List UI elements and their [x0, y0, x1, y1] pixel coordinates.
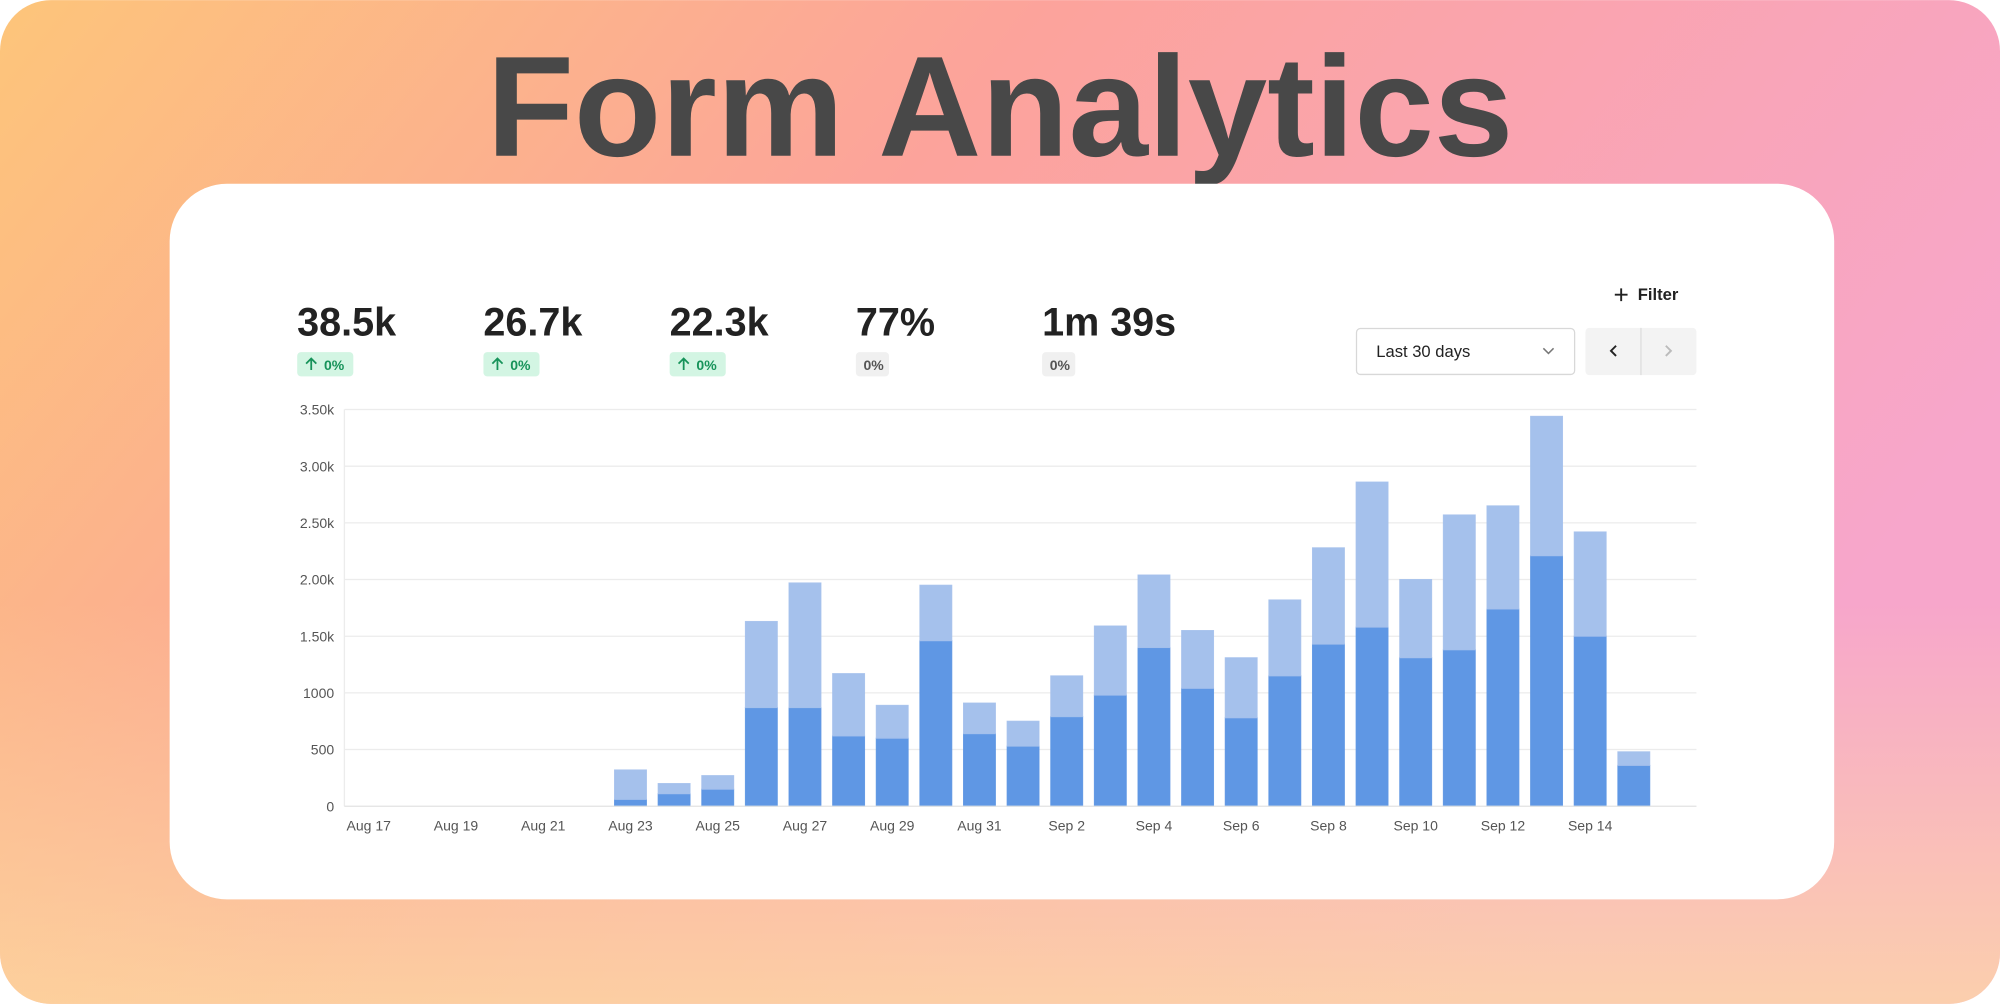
- bar-segment: [1530, 555, 1564, 807]
- bar-segment: [1050, 675, 1084, 718]
- bar-segment: [1268, 599, 1302, 677]
- dropdown-label: Last 30 days: [1376, 342, 1470, 361]
- bar-segment: [1181, 687, 1215, 807]
- bar-segment: [1050, 716, 1084, 807]
- bar-segment: [701, 775, 735, 790]
- y-tick-label: 3.50k: [300, 402, 335, 418]
- bar-segment: [1224, 657, 1258, 719]
- bar-segment: [832, 735, 866, 807]
- bar-segment: [701, 788, 735, 807]
- bar-segment: [1093, 694, 1127, 807]
- x-tick-label: Sep 4: [1136, 817, 1173, 833]
- dropdown-box: [1355, 327, 1576, 376]
- x-tick-label: Aug 17: [347, 817, 392, 833]
- bar-segment: [875, 737, 909, 807]
- next-button[interactable]: [1665, 345, 1673, 357]
- bar-segment: [788, 707, 822, 807]
- stat-change: 0%: [696, 357, 717, 373]
- bar-segment: [1573, 531, 1607, 637]
- y-tick-label: 0: [326, 798, 334, 814]
- page-title: Form Analytics: [487, 28, 1514, 187]
- stat-badge: [1042, 352, 1076, 377]
- bar-segment: [1573, 635, 1607, 807]
- bar-segment: [657, 783, 691, 795]
- x-tick-label: Sep 6: [1223, 817, 1260, 833]
- x-tick-label: Sep 10: [1393, 817, 1438, 833]
- bar-segment: [1442, 649, 1476, 807]
- bar-segment: [1006, 745, 1040, 807]
- bar-segment: [1399, 579, 1433, 659]
- up-arrow: [491, 357, 504, 370]
- stats: 38.5k 0% 26.7k 0% 22.3k 0% 77% 0% 1m 39s 0%: [297, 301, 1176, 377]
- x-tick-label: Aug 27: [783, 817, 828, 833]
- stat-value: 77%: [856, 301, 935, 345]
- x-tick-label: Sep 2: [1048, 817, 1085, 833]
- stat-value: 1m 39s: [1042, 301, 1176, 345]
- x-tick-label: Aug 29: [870, 817, 915, 833]
- chevron: [1542, 347, 1555, 355]
- bar-segment: [1442, 514, 1476, 651]
- bar-segment: [1268, 675, 1302, 807]
- chart: 0 500 1000 1.50k 2.00k 2.50k 3.00k 3.50k Aug 17 A…: [300, 402, 1697, 833]
- bar-segment: [1006, 720, 1040, 747]
- bar-segment: [657, 793, 691, 807]
- filter-button[interactable]: Filter: [1614, 285, 1679, 304]
- up-arrow: [677, 357, 690, 370]
- bar-segment: [963, 702, 996, 735]
- plus-icon: [1614, 288, 1628, 302]
- bar-segment: [919, 584, 953, 642]
- stat-change: 0%: [510, 357, 531, 373]
- x-tick-label: Aug 19: [434, 817, 479, 833]
- bar-segment: [963, 733, 996, 807]
- up-arrow: [305, 357, 317, 370]
- bar-segment: [919, 640, 953, 807]
- stat-change: 0%: [864, 357, 885, 373]
- x-tick-label: Sep 8: [1310, 817, 1347, 833]
- bar-segment: [1093, 625, 1127, 696]
- bar-segment: [1137, 647, 1171, 807]
- bar-segment: [1355, 626, 1389, 807]
- y-tick-label: 3.00k: [300, 458, 335, 474]
- range-dropdown[interactable]: Last 30 days: [1355, 327, 1576, 376]
- y-tick-label: 500: [311, 742, 335, 758]
- x-tick-label: Aug 31: [957, 817, 1002, 833]
- bar-segment: [1137, 574, 1171, 649]
- bar-segment: [1617, 751, 1651, 766]
- stat-badge: [855, 352, 890, 377]
- stat-change: 0%: [324, 357, 345, 373]
- bar-segment: [1224, 717, 1258, 807]
- bar-segment: [614, 798, 647, 807]
- x-tick-label: Sep 12: [1481, 817, 1526, 833]
- filter-label: Filter: [1638, 285, 1679, 304]
- bar-segment: [1181, 630, 1215, 689]
- bar-segment: [1311, 643, 1345, 807]
- bar-segment: [875, 704, 909, 739]
- bar-segment: [614, 769, 647, 800]
- bar-segment: [832, 673, 866, 737]
- bar-segment: [1530, 415, 1564, 557]
- x-tick-label: Aug 21: [521, 817, 566, 833]
- y-tick-label: 2.00k: [300, 572, 335, 588]
- y-tick-label: 1000: [303, 685, 334, 701]
- stat-value: 26.7k: [483, 301, 583, 345]
- y-tick-label: 1.50k: [300, 628, 335, 644]
- bar-segment: [744, 620, 778, 709]
- stat-value: 22.3k: [670, 301, 770, 345]
- y-tick-label: 2.50k: [300, 515, 335, 531]
- bar-segment: [1617, 764, 1651, 807]
- x-tick-label: Aug 23: [608, 817, 653, 833]
- bar-segment: [1486, 608, 1520, 807]
- bar-segment: [1399, 657, 1433, 807]
- stat-change: 0%: [1050, 357, 1071, 373]
- bar-segment: [744, 707, 778, 807]
- stat-value: 38.5k: [297, 301, 397, 345]
- x-tick-label: Sep 14: [1568, 817, 1613, 833]
- bar-segment: [1311, 547, 1345, 645]
- prev-button[interactable]: [1609, 345, 1617, 357]
- x-tick-label: Aug 25: [696, 817, 741, 833]
- bar-segment: [1486, 505, 1520, 610]
- bar-segment: [1355, 481, 1389, 628]
- bar-segment: [788, 582, 822, 709]
